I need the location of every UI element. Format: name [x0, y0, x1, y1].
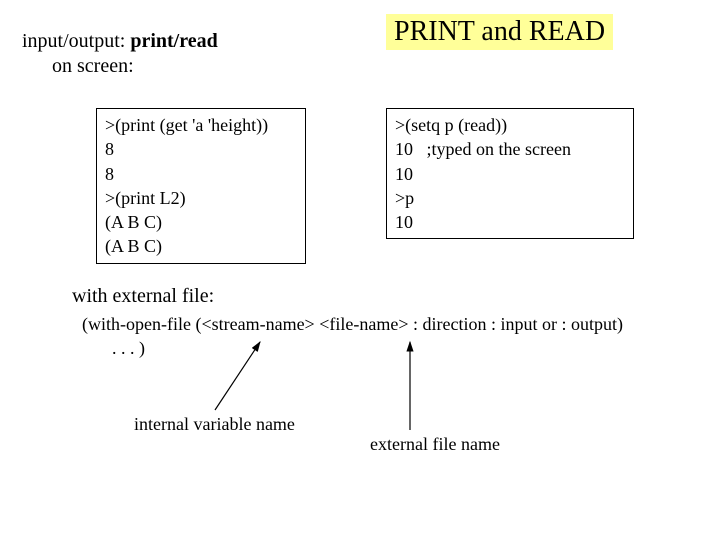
label-internal-variable: internal variable name	[134, 414, 295, 435]
intro-line-2: on screen:	[52, 55, 134, 78]
code-box-read: >(setq p (read)) 10 ;typed on the screen…	[386, 108, 634, 239]
intro-text-prefix: input/output:	[22, 30, 130, 52]
page-title: PRINT and READ	[386, 14, 613, 50]
intro-line-1: input/output: print/read	[22, 30, 218, 53]
arrow-internal-variable	[0, 0, 720, 540]
label-external-file: external file name	[370, 434, 500, 455]
with-open-file-continuation: . . . )	[112, 338, 145, 359]
with-open-file-expr: (with-open-file (<stream-name> <file-nam…	[82, 314, 623, 335]
intro-text-bold: print/read	[130, 30, 217, 52]
code-box-print: >(print (get 'a 'height)) 8 8 >(print L2…	[96, 108, 306, 264]
subheading-external-file: with external file:	[72, 285, 214, 308]
